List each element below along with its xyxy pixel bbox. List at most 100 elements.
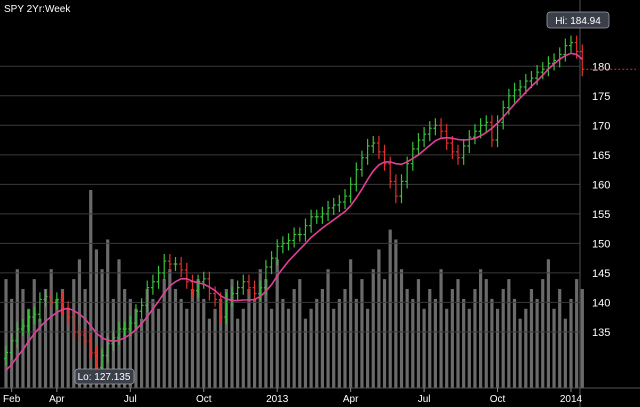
volume-bar — [445, 308, 449, 388]
volume-bar — [179, 298, 183, 388]
ohlc-bar — [207, 271, 212, 301]
volume-bar — [529, 289, 534, 388]
volume-bar — [128, 298, 132, 388]
ohlc-bar — [286, 233, 291, 251]
ohlc-bar — [9, 333, 14, 360]
volume-bar — [230, 279, 234, 388]
volume-bar — [467, 308, 471, 388]
volume-bar — [196, 279, 200, 388]
volume-bar — [298, 279, 302, 388]
ohlc-bar — [263, 259, 268, 295]
volume-bar — [337, 298, 341, 388]
volume-bar — [462, 298, 466, 388]
ohlc-bar — [32, 307, 37, 325]
ohlc-bar — [4, 345, 8, 366]
volume-bars — [4, 190, 584, 388]
volume-bar — [512, 298, 517, 388]
ohlc-bar — [117, 321, 121, 345]
volume-bar — [202, 298, 206, 388]
volume-bar — [241, 308, 245, 388]
volume-bar — [43, 289, 48, 388]
y-tick-label: 175 — [592, 91, 610, 103]
ohlc-bar — [326, 200, 331, 221]
y-tick-label: 170 — [592, 120, 610, 132]
volume-bar — [546, 259, 550, 388]
volume-bar — [558, 289, 562, 388]
volume-bar — [106, 239, 110, 388]
volume-bar — [439, 269, 443, 388]
ohlc-bar — [15, 321, 20, 348]
ohlc-bar — [303, 218, 308, 242]
volume-bar — [394, 239, 398, 388]
ohlc-bar — [472, 124, 477, 145]
ohlc-bar — [37, 292, 42, 322]
ohlc-bar — [563, 38, 568, 62]
ohlc-bar — [382, 144, 387, 171]
ohlc-bar — [43, 289, 48, 307]
ohlc-bar — [88, 333, 93, 360]
ohlc-bar — [83, 327, 88, 348]
ohlc-bar — [218, 292, 223, 325]
moving-average-line — [5, 52, 583, 371]
ohlc-bar — [122, 321, 127, 337]
ohlc-bar — [150, 274, 155, 295]
volume-bar — [247, 289, 251, 388]
ohlc-bar — [456, 144, 460, 165]
volume-bar — [399, 269, 404, 388]
ohlc-bar — [173, 256, 178, 272]
volume-bar — [360, 279, 364, 388]
volume-bar — [140, 318, 144, 388]
volume-bar — [281, 298, 285, 388]
ohlc-bar — [314, 209, 319, 224]
y-axis-ticks: 135 140 145 150 155 160 165 170 175 180 — [592, 61, 610, 339]
ohlc-bar — [399, 174, 404, 204]
high-label: Hi: 184.94 — [555, 16, 601, 27]
x-tick-label: Jul — [418, 394, 431, 405]
price-bars — [4, 35, 585, 375]
ohlc-bar — [179, 256, 184, 278]
ohlc-bar — [495, 115, 500, 148]
ohlc-bar — [292, 227, 297, 248]
high-badge: Hi: 184.94 — [546, 11, 610, 29]
volume-bar — [518, 318, 522, 388]
volume-bar — [145, 289, 149, 388]
ohlc-bar — [235, 280, 240, 301]
x-axis-ticks: Feb Apr Jul Oct 2013 Apr Jul Oct 2014 — [3, 388, 583, 405]
ohlc-bar — [354, 162, 359, 192]
x-tick-label: Jul — [124, 394, 137, 405]
ohlc-bar — [280, 236, 285, 254]
volume-bar — [388, 229, 392, 388]
x-tick-label: Apr — [343, 394, 359, 405]
volume-bar — [456, 279, 460, 388]
volume-bar — [580, 289, 584, 388]
ohlc-bar — [133, 304, 138, 331]
volume-bar — [382, 279, 387, 388]
ohlc-bar — [54, 292, 59, 310]
ohlc-bar — [320, 206, 325, 224]
x-tick-label: Apr — [49, 394, 65, 405]
volume-bar — [173, 289, 178, 388]
volume-bar — [258, 269, 262, 388]
volume-bar — [428, 289, 432, 388]
volume-bar — [275, 259, 279, 388]
ohlc-bar — [427, 121, 432, 142]
volume-bar — [134, 308, 138, 388]
volume-bar — [569, 298, 573, 388]
ohlc-bar — [348, 177, 353, 204]
ohlc-bar — [275, 239, 280, 266]
volume-bar — [575, 279, 579, 388]
ohlc-bar — [416, 132, 421, 157]
ohlc-bar — [128, 315, 133, 337]
volume-bar — [66, 308, 70, 388]
volume-bar — [27, 308, 31, 388]
y-tick-label: 150 — [592, 238, 610, 250]
volume-bar — [94, 249, 98, 388]
y-tick-label: 180 — [592, 61, 610, 73]
volume-bar — [315, 298, 319, 388]
ohlc-bar — [376, 135, 381, 159]
ohlc-bar — [461, 138, 466, 165]
low-badge: Lo: 127.135 — [74, 368, 135, 385]
ohlc-bar — [201, 271, 206, 289]
